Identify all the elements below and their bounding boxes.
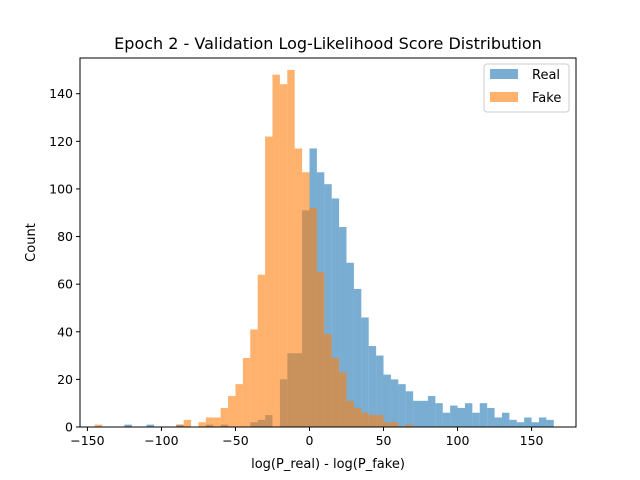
bar-fake-30	[405, 424, 414, 427]
y-tick-label: 20	[57, 372, 73, 387]
bar-real-0	[124, 424, 132, 427]
bar-fake-16	[294, 148, 303, 427]
bar-real-40	[516, 422, 525, 427]
bar-fake-18	[309, 207, 317, 427]
bar-fake-29	[390, 422, 399, 427]
bar-real-34	[472, 412, 480, 427]
bar-real-26	[413, 400, 421, 427]
bar-fake-20	[324, 334, 332, 427]
bar-fake-19	[316, 272, 325, 427]
bar-real-31	[450, 405, 458, 427]
bars-layer	[94, 69, 554, 428]
bar-real-14	[324, 184, 332, 427]
bar-real-42	[531, 422, 539, 427]
bar-real-39	[509, 419, 517, 427]
bar-fake-5	[213, 417, 221, 427]
bar-real-37	[494, 417, 502, 427]
bar-fake-6	[220, 407, 229, 427]
y-tick-label: 40	[57, 324, 73, 339]
bar-real-23	[390, 379, 399, 427]
x-tick-label: 0	[306, 433, 314, 448]
bar-real-25	[405, 391, 414, 427]
bar-fake-12	[265, 136, 273, 428]
bar-fake-10	[250, 329, 258, 427]
bar-real-17	[346, 262, 354, 427]
y-tick-label: 100	[49, 181, 73, 196]
bar-real-44	[546, 419, 554, 427]
legend-label-real: Real	[532, 68, 560, 83]
x-tick-label: −50	[222, 433, 248, 448]
bar-real-28	[427, 396, 436, 427]
x-axis: −150 −100 −50 0 50 100 150	[70, 427, 544, 448]
bar-fake-22	[339, 372, 347, 427]
y-tick-label: 0	[65, 420, 73, 435]
bar-real-38	[501, 412, 510, 427]
bar-real-15	[331, 198, 340, 427]
legend-swatch-fake	[490, 92, 518, 102]
y-axis: 0 20 40 60 80 100 120 140	[49, 86, 80, 435]
bar-fake-14	[279, 84, 288, 427]
bar-real-16	[339, 227, 347, 427]
bar-fake-7	[228, 396, 236, 427]
bar-fake-23	[346, 400, 354, 427]
y-tick-label: 140	[49, 86, 73, 101]
legend-swatch-real	[490, 69, 518, 79]
y-tick-label: 60	[57, 277, 73, 292]
bar-fake-2	[183, 419, 192, 427]
legend-label-fake: Fake	[532, 91, 561, 106]
y-tick-label: 120	[49, 134, 73, 149]
bar-fake-15	[287, 69, 295, 427]
bar-fake-25	[361, 412, 369, 427]
bar-real-27	[420, 400, 428, 427]
bar-real-29	[435, 403, 443, 427]
x-tick-label: 50	[376, 433, 392, 448]
bar-fake-3	[198, 422, 206, 427]
x-axis-label: log(P_real) - log(P_fake)	[251, 457, 405, 472]
bar-real-21	[376, 355, 384, 427]
bar-real-30	[442, 412, 451, 427]
bar-fake-11	[257, 274, 266, 427]
bar-real-19	[361, 317, 369, 427]
bar-real-32	[457, 407, 465, 427]
bar-fake-24	[353, 407, 362, 427]
chart-title: Epoch 2 - Validation Log-Likelihood Scor…	[114, 34, 542, 53]
y-axis-label: Count	[24, 223, 39, 262]
bar-real-35	[479, 403, 488, 427]
x-tick-label: −100	[144, 433, 178, 448]
bar-fake-0	[94, 424, 103, 427]
bar-real-43	[538, 417, 547, 427]
x-tick-label: −150	[70, 433, 104, 448]
bar-real-24	[398, 384, 406, 427]
bar-real-33	[464, 403, 473, 427]
bar-fake-27	[376, 415, 384, 427]
x-tick-label: 150	[520, 433, 544, 448]
bar-real-41	[524, 417, 532, 427]
bar-fake-8	[235, 384, 243, 427]
bar-fake-9	[242, 357, 251, 427]
legend: Real Fake	[483, 63, 570, 113]
bar-real-1	[146, 424, 155, 427]
bar-fake-26	[368, 415, 377, 427]
bar-real-20	[368, 346, 377, 427]
bar-fake-13	[272, 74, 280, 427]
bar-fake-17	[302, 172, 310, 427]
bar-real-22	[383, 374, 391, 427]
y-tick-label: 80	[57, 229, 73, 244]
bar-fake-28	[383, 422, 391, 427]
bar-real-18	[353, 288, 362, 427]
plot-frame	[79, 57, 577, 428]
x-tick-label: 100	[446, 433, 470, 448]
bar-fake-4	[205, 417, 214, 427]
bar-fake-1	[176, 424, 184, 427]
bar-fake-21	[331, 357, 340, 427]
bar-real-36	[487, 407, 495, 427]
